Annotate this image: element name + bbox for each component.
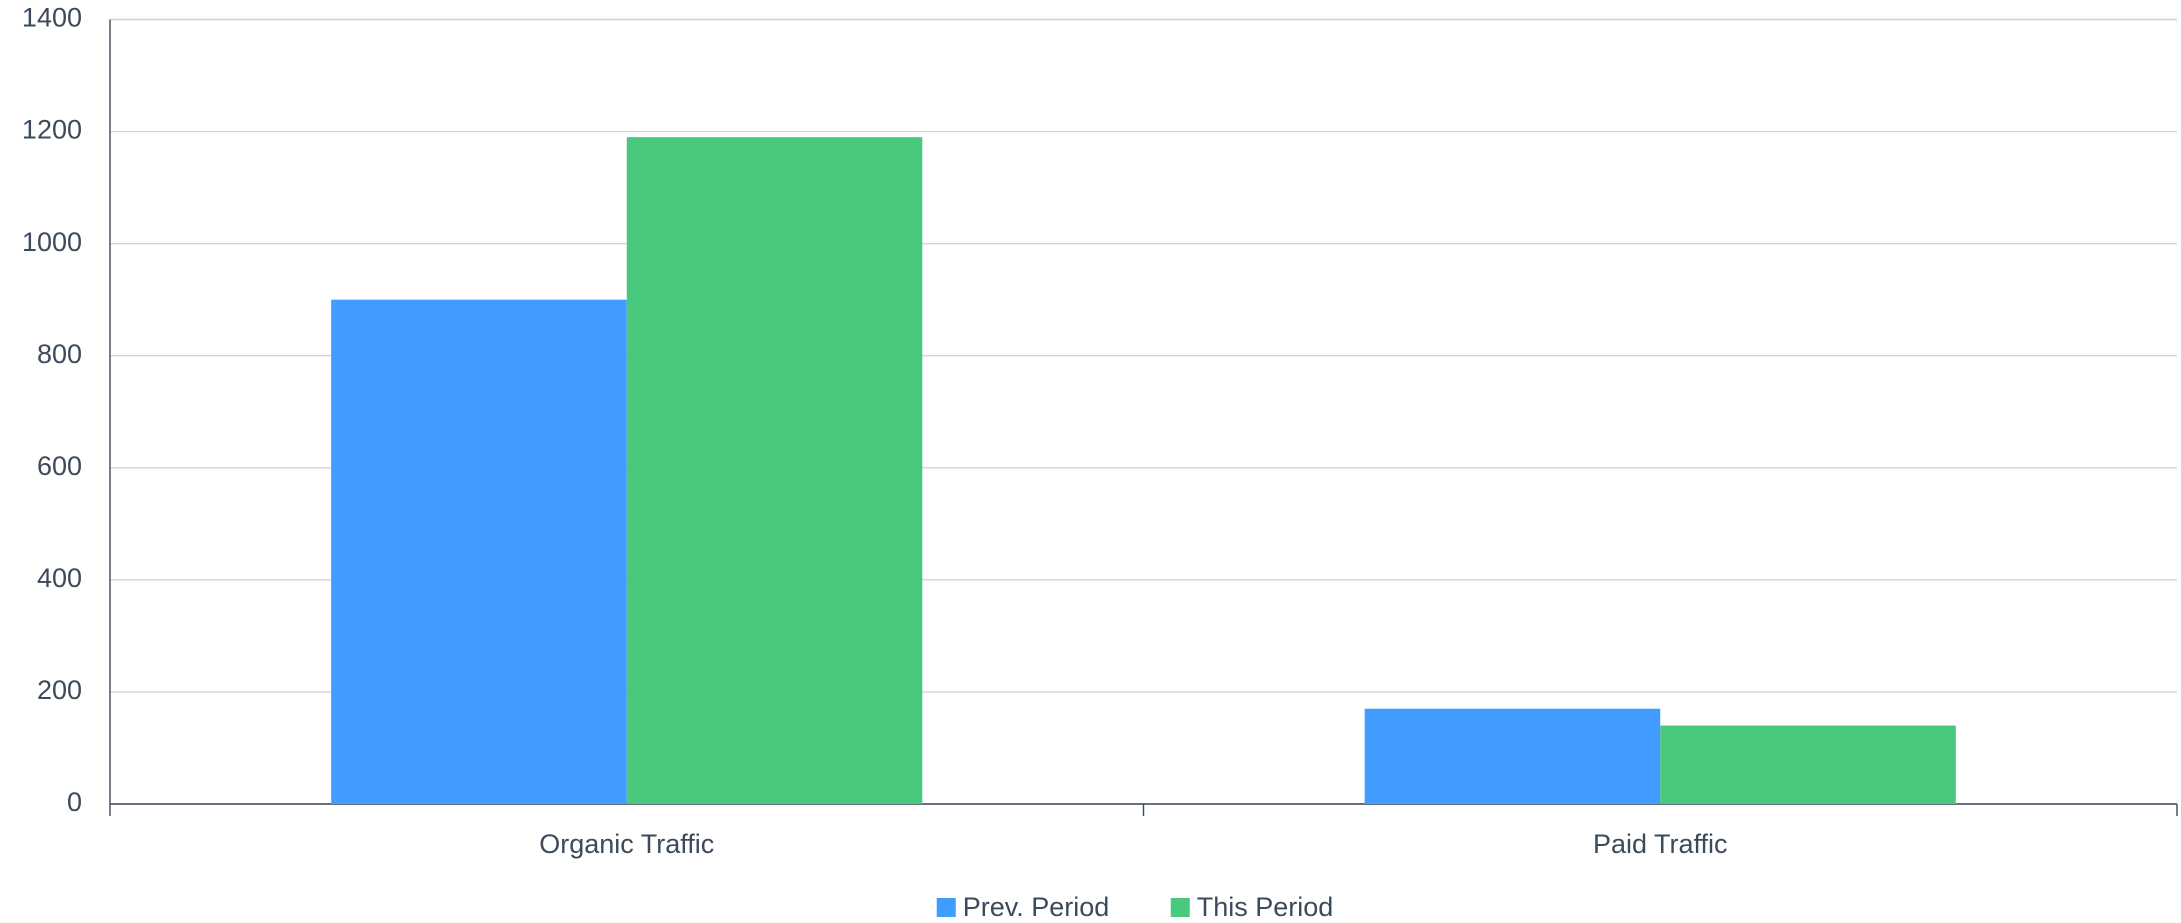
bar bbox=[1660, 725, 1956, 804]
y-tick-label: 800 bbox=[37, 339, 82, 369]
y-tick-label: 0 bbox=[67, 787, 82, 817]
y-tick-label: 600 bbox=[37, 451, 82, 481]
y-tick-label: 1400 bbox=[22, 3, 82, 33]
x-tick-label: Organic Traffic bbox=[539, 829, 714, 859]
y-tick-label: 200 bbox=[37, 675, 82, 705]
y-tick-label: 400 bbox=[37, 563, 82, 593]
bar bbox=[331, 299, 627, 804]
x-tick-label: Paid Traffic bbox=[1593, 829, 1728, 859]
y-tick-label: 1000 bbox=[22, 227, 82, 257]
y-tick-label: 1200 bbox=[22, 115, 82, 145]
legend-label: Prev. Period bbox=[963, 892, 1110, 922]
bar bbox=[1364, 708, 1661, 804]
legend-swatch bbox=[1170, 898, 1190, 917]
legend-swatch bbox=[936, 898, 956, 917]
bar bbox=[626, 137, 923, 805]
legend-label: This Period bbox=[1197, 892, 1334, 922]
